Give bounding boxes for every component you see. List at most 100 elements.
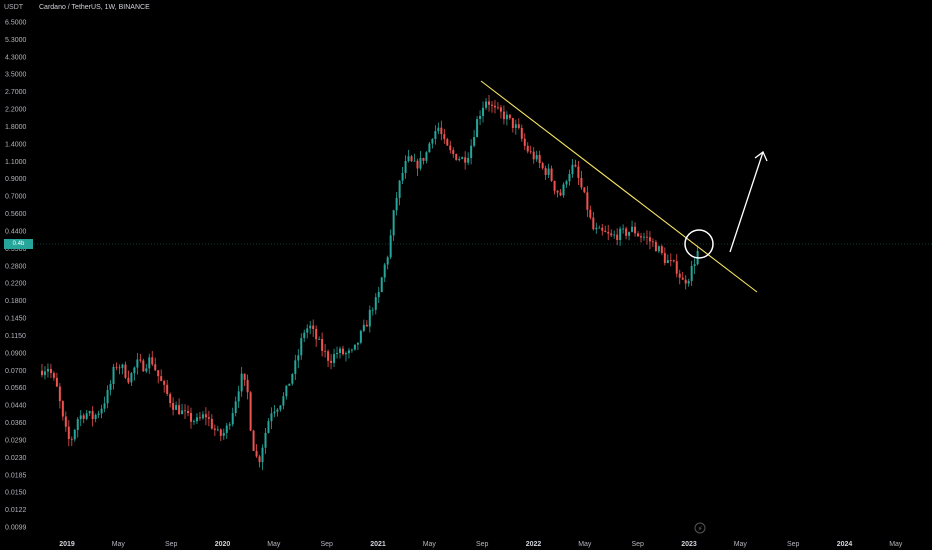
candle-body xyxy=(559,192,562,196)
candle-body xyxy=(344,353,347,355)
candle-body xyxy=(648,237,651,242)
candle-body xyxy=(207,417,210,419)
current-price-badge: 0.4b xyxy=(4,239,33,249)
candle-body xyxy=(440,127,443,135)
candle-body xyxy=(172,402,175,410)
candle-body xyxy=(91,411,94,420)
candle-body xyxy=(318,339,321,340)
y-tick-label: 0.0122 xyxy=(5,507,27,514)
candle-body xyxy=(464,157,467,163)
candle-body xyxy=(532,151,535,160)
y-tick-label: 0.0099 xyxy=(5,525,27,532)
candle-body xyxy=(201,414,204,419)
candle-body xyxy=(651,241,654,243)
candle-body xyxy=(246,379,249,393)
candle-body xyxy=(139,359,142,361)
candle-body xyxy=(660,246,663,254)
candle-body xyxy=(538,155,541,164)
candle-body xyxy=(321,339,324,351)
x-tick-label: May xyxy=(889,541,903,548)
candle-body xyxy=(493,105,496,108)
candle-body xyxy=(240,373,243,392)
candle-body xyxy=(327,351,330,361)
candle-body xyxy=(46,368,49,372)
candle-body xyxy=(416,160,419,169)
candle-body xyxy=(640,236,643,238)
candle-body xyxy=(309,325,312,329)
candle-body xyxy=(404,161,407,173)
candle-body xyxy=(70,438,73,440)
candle-body xyxy=(365,324,368,327)
candle-body xyxy=(604,230,607,233)
y-tick-label: 0.0900 xyxy=(5,350,27,357)
candle-body xyxy=(73,429,76,440)
candle-body xyxy=(592,217,595,230)
candle-body xyxy=(350,349,353,351)
y-tick-label: 0.3500 xyxy=(5,246,27,253)
candle-body xyxy=(312,325,315,330)
candle-body xyxy=(547,168,550,175)
candle-body xyxy=(467,158,470,163)
candle-body xyxy=(216,429,219,431)
candle-body xyxy=(288,383,291,386)
candle-body xyxy=(252,430,255,451)
candle-body xyxy=(598,227,601,229)
candle-body xyxy=(616,234,619,240)
candle-body xyxy=(336,352,339,355)
arrow-shaft xyxy=(729,151,764,253)
x-tick-label: 2022 xyxy=(526,541,542,548)
y-tick-label: 0.0185 xyxy=(5,472,27,479)
lightning-icon[interactable]: ⚡ xyxy=(694,522,706,534)
candle-body xyxy=(502,111,505,120)
candle-body xyxy=(142,360,145,372)
candle-body xyxy=(631,226,634,232)
candle-body xyxy=(446,139,449,146)
candle-body xyxy=(389,235,392,258)
candle-body xyxy=(175,405,178,410)
candle-body xyxy=(470,145,473,159)
breakout-circle[interactable] xyxy=(684,229,714,259)
candle-body xyxy=(625,228,628,236)
candle-body xyxy=(192,421,195,423)
y-tick-label: 0.1800 xyxy=(5,298,27,305)
candle-body xyxy=(181,410,184,415)
candle-body xyxy=(79,415,82,420)
candle-body xyxy=(219,429,222,436)
candle-body xyxy=(663,253,666,264)
candle-body xyxy=(324,350,327,352)
candle-body xyxy=(568,173,571,182)
candle-body xyxy=(213,428,216,430)
candle-body xyxy=(422,157,425,161)
candle-body xyxy=(178,405,181,415)
candle-body xyxy=(690,265,693,281)
svg-text:⚡: ⚡ xyxy=(698,525,703,533)
candle-body xyxy=(97,413,100,415)
y-tick-label: 0.1150 xyxy=(5,333,26,340)
candle-body xyxy=(374,297,377,310)
y-tick-label: 0.0440 xyxy=(5,403,27,410)
candle-body xyxy=(353,344,356,350)
candle-body xyxy=(341,348,344,355)
candle-body xyxy=(261,447,264,463)
candle-body xyxy=(678,273,681,278)
candle-body xyxy=(371,309,374,311)
candle-body xyxy=(237,391,240,402)
y-tick-label: 0.0360 xyxy=(5,420,27,427)
candle-body xyxy=(100,408,103,414)
candle-body xyxy=(163,381,166,385)
candle-body xyxy=(189,412,192,422)
trendline[interactable] xyxy=(480,80,758,293)
candle-body xyxy=(294,360,297,374)
candle-body xyxy=(49,368,52,374)
candle-body xyxy=(669,260,672,261)
candle-body xyxy=(386,257,389,265)
candle-body xyxy=(40,370,43,376)
candle-body xyxy=(687,280,690,284)
up-arrow-annotation[interactable] xyxy=(729,150,768,253)
candle-body xyxy=(127,377,130,383)
candle-body xyxy=(333,354,336,363)
candle-body xyxy=(520,127,523,139)
candle-body xyxy=(535,155,538,160)
x-tick-label: May xyxy=(423,541,437,548)
